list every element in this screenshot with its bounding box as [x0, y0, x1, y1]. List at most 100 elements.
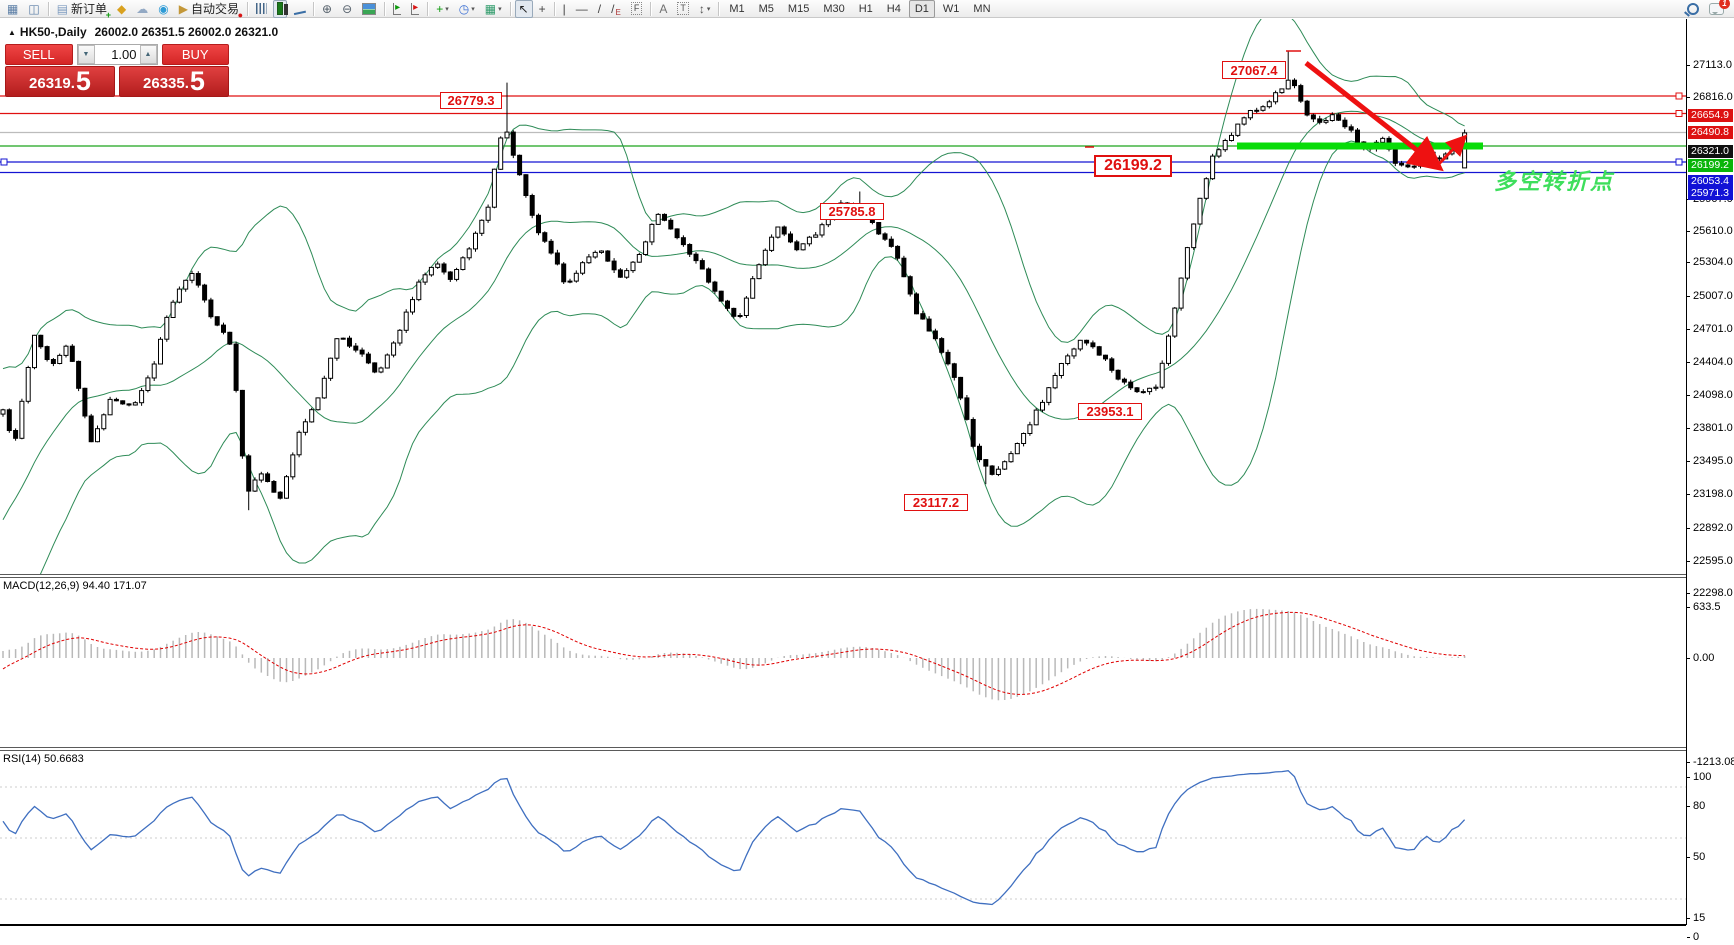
- main-price-pane[interactable]: [0, 19, 1686, 575]
- toolbar-right: 1: [1687, 0, 1730, 15]
- volume-input[interactable]: [94, 45, 140, 64]
- line-chart-icon[interactable]: [289, 0, 309, 18]
- price-tick: [1687, 805, 1690, 807]
- new-order-button[interactable]: ▤ + 新订单: [53, 0, 111, 20]
- macd-label: MACD(12,26,9) 94.40 171.07: [3, 580, 147, 592]
- chart-title: ▲ HK50-,Daily 26002.0 26351.5 26002.0 2632…: [8, 25, 278, 39]
- timeframe-h4[interactable]: H4: [886, 2, 901, 15]
- bar-chart-icon[interactable]: [252, 0, 271, 18]
- equidistant-channel-icon[interactable]: / E: [607, 0, 625, 18]
- pane-splitter[interactable]: [0, 747, 1686, 748]
- autotrading-button[interactable]: ▶ ● 自动交易: [175, 0, 243, 20]
- search-icon[interactable]: [1687, 2, 1699, 15]
- collapse-panel-icon[interactable]: ▲: [8, 28, 16, 37]
- templates-button-glyph: ▦: [484, 1, 497, 16]
- price-tick-label: 25304.0: [1693, 256, 1733, 268]
- zoom-out-icon[interactable]: ⊖: [338, 0, 356, 18]
- chart-autoscroll-icon[interactable]: ▸: [389, 0, 405, 18]
- buy-price-tile[interactable]: 26335. 5: [119, 66, 229, 97]
- periods-button-glyph: ◷: [458, 1, 470, 16]
- price-level-badge: 26199.2: [1688, 158, 1733, 172]
- zoom-in-icon[interactable]: ⊕: [318, 0, 336, 18]
- price-callout[interactable]: 26199.2: [1094, 155, 1172, 177]
- price-callout[interactable]: 23953.1: [1078, 403, 1142, 420]
- price-tick: [1687, 460, 1690, 462]
- crosshair-icon-glyph: +: [538, 1, 546, 16]
- sell-price-tile[interactable]: 26319. 5: [5, 66, 115, 97]
- sell-price-fraction: 5: [75, 66, 91, 96]
- text-label-icon[interactable]: T: [673, 0, 693, 18]
- indicators-button[interactable]: + ▾: [432, 0, 453, 18]
- buy-button[interactable]: BUY: [161, 44, 229, 65]
- zoom-out-icon-glyph: ⊖: [342, 1, 353, 16]
- price-tick-label: 27113.0: [1693, 59, 1732, 71]
- price-tick-label: 24701.0: [1693, 323, 1733, 335]
- sell-button[interactable]: SELL: [5, 44, 73, 65]
- templates-button[interactable]: ▦ ▾: [481, 0, 506, 18]
- rsi-pane[interactable]: [0, 751, 1686, 925]
- vertical-line-icon[interactable]: |: [559, 0, 570, 18]
- timeframe-m5[interactable]: M5: [758, 2, 774, 15]
- price-callout[interactable]: 23117.2: [904, 494, 968, 511]
- volume-decrease-button[interactable]: ▼: [77, 45, 95, 64]
- timeframe-h1[interactable]: H1: [858, 2, 873, 15]
- buy-price: 26335.: [143, 75, 189, 92]
- price-callout[interactable]: 25785.8: [820, 203, 884, 220]
- trade-panel-prices: 26319. 5 26335. 5: [5, 66, 229, 97]
- symbol-period-label: HK50-,Daily: [19, 25, 87, 39]
- volume-increase-button[interactable]: ▲: [139, 45, 157, 64]
- price-tick: [1687, 96, 1690, 98]
- profiles-icon[interactable]: ◫: [24, 0, 43, 18]
- templates-button-caret[interactable]: ▾: [498, 5, 502, 13]
- text-label-icon: T: [677, 2, 689, 15]
- indicators-button-caret[interactable]: ▾: [445, 5, 449, 13]
- periods-button[interactable]: ◷ ▾: [455, 0, 479, 18]
- price-tick-label: 24404.0: [1693, 356, 1733, 368]
- macd-pane[interactable]: [0, 578, 1686, 748]
- horizontal-line-icon[interactable]: —: [572, 0, 592, 18]
- pane-splitter[interactable]: [0, 574, 1686, 575]
- arrow-label-icon[interactable]: A: [655, 0, 671, 18]
- price-tick-label: 24098.0: [1693, 389, 1733, 401]
- arrows-tools-button[interactable]: ↕ ▾: [695, 0, 715, 18]
- periods-button-caret[interactable]: ▾: [471, 5, 475, 13]
- mql5-community-icon[interactable]: ☁: [132, 0, 152, 18]
- rsi-scale-label: 0: [1693, 931, 1700, 943]
- price-axis[interactable]: 27113.026816.025907.025610.025304.025007…: [1686, 19, 1734, 945]
- timeframe-d1[interactable]: D1: [908, 0, 935, 18]
- timeframe-m1[interactable]: M1: [729, 2, 745, 15]
- tile-windows-icon: [362, 2, 377, 15]
- timeframe-mn[interactable]: MN: [973, 2, 991, 15]
- signals-icon[interactable]: ◉: [154, 0, 172, 18]
- indicators-button-glyph: +: [436, 1, 444, 16]
- tile-windows-icon[interactable]: [358, 0, 380, 18]
- mql5-community-icon-glyph: ☁: [136, 1, 149, 16]
- price-tick-label: 26816.0: [1693, 91, 1733, 103]
- timeframe-w1[interactable]: W1: [942, 2, 960, 15]
- price-tick: [1687, 592, 1690, 594]
- pane-splitter[interactable]: [0, 577, 1686, 578]
- new-chart-icon[interactable]: ▦: [3, 0, 22, 18]
- ohlc-values: 26002.0 26351.5 26002.0 26321.0: [94, 25, 279, 39]
- timeframe-m15[interactable]: M15: [787, 2, 810, 15]
- pane-splitter[interactable]: [0, 750, 1686, 751]
- arrows-tools-button-caret[interactable]: ▾: [706, 5, 711, 13]
- metaeditor-icon[interactable]: ◆: [113, 0, 130, 18]
- toolbar-items: ▦ ◫ ▤ + 新订单 ◆ ☁ ◉ ▶ ● 自动交易 ⊕ ⊖ ▸ ▸ + ▾ ◷ ▾ ▦ ▾ ↖ + | — / / E F A T ↕ ▾ M1…: [2, 0, 1687, 20]
- trendline-icon[interactable]: /: [594, 0, 605, 18]
- fibonacci-icon[interactable]: F: [627, 0, 647, 18]
- crosshair-icon[interactable]: +: [535, 0, 550, 18]
- candlestick-chart-icon[interactable]: [273, 0, 288, 18]
- price-callout[interactable]: 26779.3: [440, 92, 502, 109]
- chart-area[interactable]: ▲ HK50-,Daily 26002.0 26351.5 26002.0 2632…: [0, 19, 1734, 945]
- price-callout[interactable]: 27067.4: [1222, 61, 1286, 79]
- trade-panel-row: SELL ▼ ▲ BUY: [5, 44, 229, 65]
- notifications-icon[interactable]: 1: [1709, 0, 1730, 15]
- vertical-line-icon-glyph: |: [562, 1, 566, 16]
- timeframe-m30[interactable]: M30: [823, 2, 845, 15]
- toolbar-separator: [553, 1, 555, 16]
- new-order-button-glyph: ▤: [56, 1, 69, 16]
- cursor-icon-glyph: ↖: [518, 1, 529, 16]
- chart-shift-icon[interactable]: ▸: [407, 0, 423, 18]
- cursor-icon[interactable]: ↖: [514, 0, 533, 18]
